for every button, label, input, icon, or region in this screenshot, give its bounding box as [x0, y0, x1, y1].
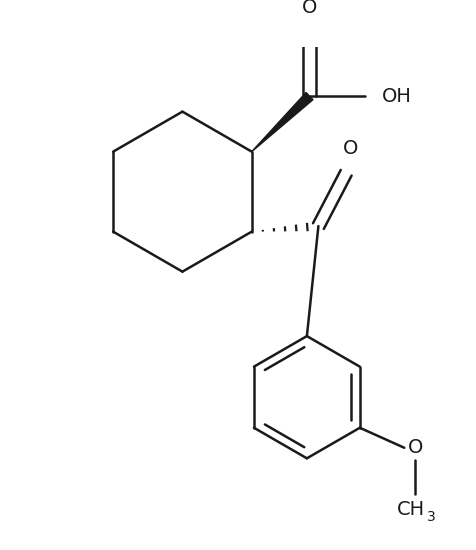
Text: CH: CH [397, 500, 425, 520]
Text: O: O [302, 0, 317, 17]
Text: O: O [343, 139, 358, 158]
Text: OH: OH [382, 86, 412, 106]
Polygon shape [252, 92, 313, 152]
Text: 3: 3 [426, 510, 436, 524]
Text: O: O [407, 438, 423, 457]
